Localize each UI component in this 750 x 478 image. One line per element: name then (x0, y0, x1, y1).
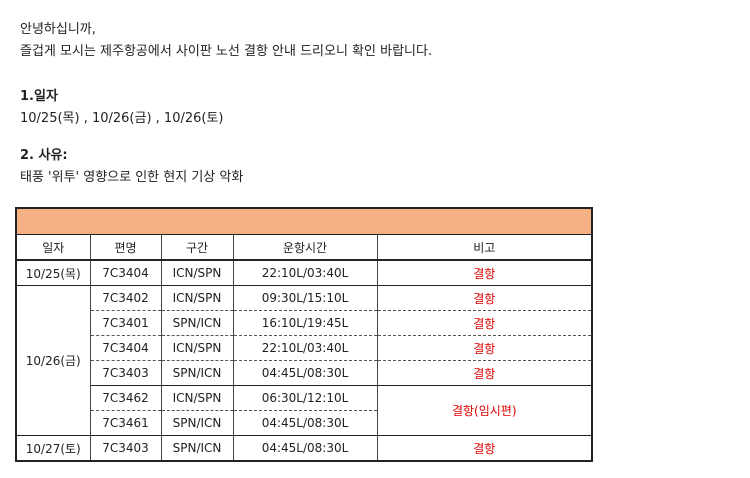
flight-cell: 7C3403 (89, 360, 162, 386)
table-row: 7C3461 SPN/ICN 04:45L/08:30L (16, 410, 592, 436)
flight-cell: 7C3402 (89, 285, 162, 311)
table-row: 7C3462 ICN/SPN 06:30L/12:10L 결항(임시편) (16, 385, 593, 436)
flight-cell: 7C3461 (89, 410, 162, 436)
note-cell: 결항 (376, 335, 593, 361)
route-cell: SPN/ICN (160, 310, 234, 336)
header-route: 구간 (160, 234, 234, 261)
table-row: 10/26(금) 7C3402 ICN/SPN 09:30L/15:10L 결항 (15, 285, 593, 436)
table-row: 10/25(목) 7C3404 ICN/SPN 22:10L/03:40L 결항 (15, 260, 593, 286)
table-banner (15, 208, 593, 235)
route-cell: ICN/SPN (160, 385, 234, 411)
note-cell-merged: 결항(임시편) (376, 385, 593, 436)
route-cell: ICN/SPN (160, 260, 234, 286)
note-cell: 결항 (376, 360, 593, 386)
route-cell: SPN/ICN (160, 410, 234, 436)
flight-cell: 7C3401 (89, 310, 162, 336)
section1-heading: 1.일자 (20, 89, 58, 104)
time-cell: 09:30L/15:10L (232, 285, 378, 311)
time-cell: 04:45L/08:30L (232, 435, 378, 461)
greeting-text: 안녕하십니까, (20, 22, 96, 37)
section1-dates: 10/25(목) , 10/26(금) , 10/26(토) (20, 111, 224, 126)
flight-cell: 7C3404 (89, 260, 162, 286)
flight-cell: 7C3404 (89, 335, 162, 361)
header-time: 운항시간 (232, 234, 378, 261)
table-banner-row (15, 208, 593, 235)
table-row: 7C3403 SPN/ICN 04:45L/08:30L 결항 (16, 360, 593, 386)
note-cell: 결항 (376, 285, 593, 311)
section2-reason: 태풍 '위투' 영향으로 인한 현지 기상 악화 (20, 170, 244, 185)
header-date: 일자 (15, 234, 91, 261)
date-cell: 10/26(금) (15, 285, 91, 436)
table-row: 7C3401 SPN/ICN 16:10L/19:45L 결항 (16, 310, 593, 336)
time-cell: 22:10L/03:40L (232, 335, 378, 361)
note-cell: 결항 (376, 435, 593, 461)
flight-cell: 7C3403 (89, 435, 162, 461)
intro-text: 즐겁게 모시는 제주항공에서 사이판 노선 결항 안내 드리오니 확인 바랍니다… (20, 44, 433, 59)
time-cell: 04:45L/08:30L (232, 360, 378, 386)
time-cell: 04:45L/08:30L (232, 410, 378, 436)
route-cell: ICN/SPN (160, 335, 234, 361)
table-header-row: 일자 편명 구간 운항시간 비고 (15, 234, 593, 261)
flight-cancellation-table: 일자 편명 구간 운항시간 비고 10/25(목) 7C3404 ICN/SPN… (15, 207, 593, 462)
section2-heading: 2. 사유: (20, 148, 68, 163)
route-cell: SPN/ICN (160, 435, 234, 461)
table-row: 7C3404 ICN/SPN 22:10L/03:40L 결항 (16, 335, 593, 361)
date-cell: 10/27(토) (15, 435, 91, 461)
time-cell: 06:30L/12:10L (232, 385, 378, 411)
note-cell: 결항 (376, 260, 593, 286)
table-row: 10/27(토) 7C3403 SPN/ICN 04:45L/08:30L 결항 (15, 435, 593, 461)
time-cell: 22:10L/03:40L (232, 260, 378, 286)
note-cell: 결항 (376, 310, 593, 336)
route-cell: ICN/SPN (160, 285, 234, 311)
date-cell: 10/25(목) (15, 260, 91, 286)
header-flight: 편명 (89, 234, 162, 261)
flight-cell: 7C3462 (89, 385, 162, 411)
time-cell: 16:10L/19:45L (232, 310, 378, 336)
route-cell: SPN/ICN (160, 360, 234, 386)
header-note: 비고 (376, 234, 593, 261)
